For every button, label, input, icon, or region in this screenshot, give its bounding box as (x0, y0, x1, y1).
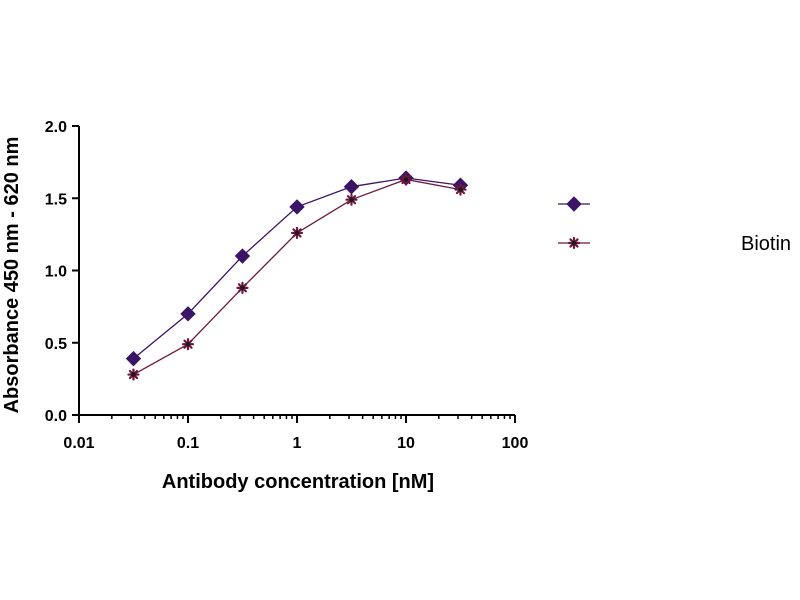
data-point (180, 306, 196, 322)
legend-marker (566, 196, 582, 212)
x-axis-title: Antibody concentration [nM] (162, 471, 434, 493)
data-point (289, 199, 305, 215)
data-point (290, 226, 304, 240)
data-point (234, 248, 251, 264)
y-tick-label: 2.0 (45, 119, 67, 136)
data-point (343, 178, 360, 195)
data-point (454, 183, 467, 196)
legend: Biotin (558, 196, 791, 255)
x-tick-label: 0.01 (63, 435, 94, 452)
y-tick-label: 0.0 (45, 408, 67, 425)
legend-marker (567, 236, 581, 250)
y-axis-title: Absorbance 450 nm - 620 nm (1, 137, 23, 414)
x-tick-label: 1 (293, 435, 302, 452)
data-point (345, 193, 358, 206)
legend-entry-1 (558, 196, 590, 212)
series-1 (125, 170, 469, 367)
legend-entry-2: Biotin (558, 233, 791, 255)
series-layer (125, 170, 469, 381)
y-tick-label: 1.5 (45, 191, 67, 208)
x-tick-label: 100 (502, 435, 529, 452)
data-point (236, 281, 249, 294)
data-point (127, 368, 140, 381)
series-2 (127, 173, 467, 381)
data-point (125, 350, 142, 367)
x-tick-label: 10 (397, 435, 415, 452)
data-point (399, 173, 413, 186)
x-tick-label: 0.1 (177, 435, 199, 452)
ticks: 0.0 0.5 1.0 1.5 2.0 0.01 0.1 1 10 100 (45, 119, 529, 452)
axes (78, 126, 515, 416)
data-point (181, 338, 195, 351)
y-tick-label: 0.5 (45, 336, 67, 353)
legend-label: Biotin (741, 233, 791, 255)
y-tick-label: 1.0 (45, 264, 67, 281)
